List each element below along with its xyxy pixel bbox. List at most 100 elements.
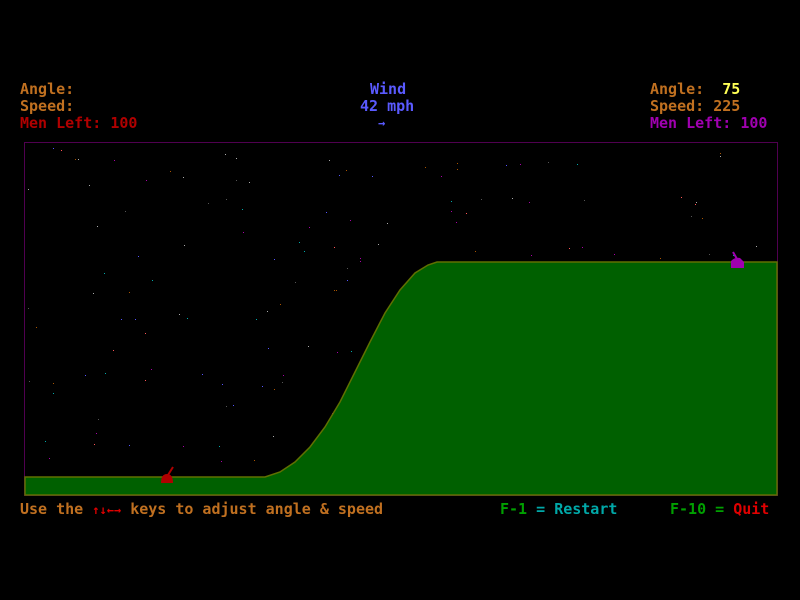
- star: [720, 153, 721, 154]
- star: [337, 352, 338, 353]
- star: [756, 246, 757, 247]
- star: [346, 170, 347, 171]
- star: [129, 445, 130, 446]
- star: [457, 169, 458, 170]
- player2-cannon: [731, 251, 744, 268]
- star: [138, 256, 139, 257]
- star: [183, 177, 184, 178]
- restart-hint[interactable]: F-1 = Restart: [500, 500, 618, 518]
- star: [334, 247, 335, 248]
- star: [114, 160, 115, 161]
- star: [681, 197, 682, 198]
- star: [506, 165, 507, 166]
- star: [584, 200, 585, 201]
- star: [236, 158, 237, 159]
- star: [75, 159, 76, 160]
- player2-men-left: Men Left: 100: [650, 114, 768, 132]
- star: [425, 167, 426, 168]
- star: [304, 251, 305, 252]
- star: [273, 436, 274, 437]
- star: [531, 255, 532, 256]
- star: [221, 461, 222, 462]
- star: [548, 162, 549, 163]
- star: [475, 251, 476, 252]
- star: [256, 319, 257, 320]
- terrain: [24, 261, 778, 496]
- star: [582, 247, 583, 248]
- star: [481, 199, 482, 200]
- star: [53, 148, 54, 149]
- star: [233, 405, 234, 406]
- star: [170, 171, 171, 172]
- star: [135, 319, 136, 320]
- star: [466, 213, 467, 214]
- star: [309, 227, 310, 228]
- star: [347, 280, 348, 281]
- star: [280, 304, 281, 305]
- star: [94, 444, 95, 445]
- star: [456, 222, 457, 223]
- star: [129, 292, 130, 293]
- star: [53, 383, 54, 384]
- star: [351, 351, 352, 352]
- player1-men-left: Men Left: 100: [20, 114, 138, 132]
- star: [243, 232, 244, 233]
- star: [733, 255, 734, 256]
- star: [329, 160, 330, 161]
- arrow-right-icon: →: [378, 116, 386, 130]
- star: [577, 164, 578, 165]
- star: [336, 290, 337, 291]
- quit-hint[interactable]: F-10 = Quit: [670, 500, 770, 518]
- star: [104, 273, 105, 274]
- star: [457, 163, 458, 164]
- star: [98, 419, 99, 420]
- star: [295, 282, 296, 283]
- star: [451, 211, 452, 212]
- star: [96, 433, 97, 434]
- star: [520, 164, 521, 165]
- star: [222, 384, 223, 385]
- star: [97, 226, 98, 227]
- star: [121, 319, 122, 320]
- star: [179, 314, 180, 315]
- star: [702, 218, 703, 219]
- star: [36, 327, 37, 328]
- star: [93, 293, 94, 294]
- star: [226, 406, 227, 407]
- star: [512, 198, 513, 199]
- star: [49, 458, 50, 459]
- star: [360, 261, 361, 262]
- star: [208, 203, 209, 204]
- star: [350, 220, 351, 221]
- star: [387, 223, 388, 224]
- star: [183, 446, 184, 447]
- player1-speed: Speed:: [20, 97, 75, 115]
- star: [720, 156, 721, 157]
- star: [262, 386, 263, 387]
- star: [254, 460, 255, 461]
- star: [78, 159, 79, 160]
- star: [145, 380, 146, 381]
- star: [152, 280, 153, 281]
- star: [274, 389, 275, 390]
- star: [268, 348, 269, 349]
- star: [339, 175, 340, 176]
- star: [113, 350, 114, 351]
- star: [145, 333, 146, 334]
- star: [187, 318, 188, 319]
- star: [696, 202, 697, 203]
- star: [441, 176, 442, 177]
- star: [85, 375, 86, 376]
- star: [236, 180, 237, 181]
- star: [274, 259, 275, 260]
- star: [219, 446, 220, 447]
- star: [283, 375, 284, 376]
- star: [202, 374, 203, 375]
- star: [326, 212, 327, 213]
- star: [282, 382, 283, 383]
- star: [242, 209, 243, 210]
- star: [53, 393, 54, 394]
- star: [691, 216, 692, 217]
- star: [660, 258, 661, 259]
- star: [29, 381, 30, 382]
